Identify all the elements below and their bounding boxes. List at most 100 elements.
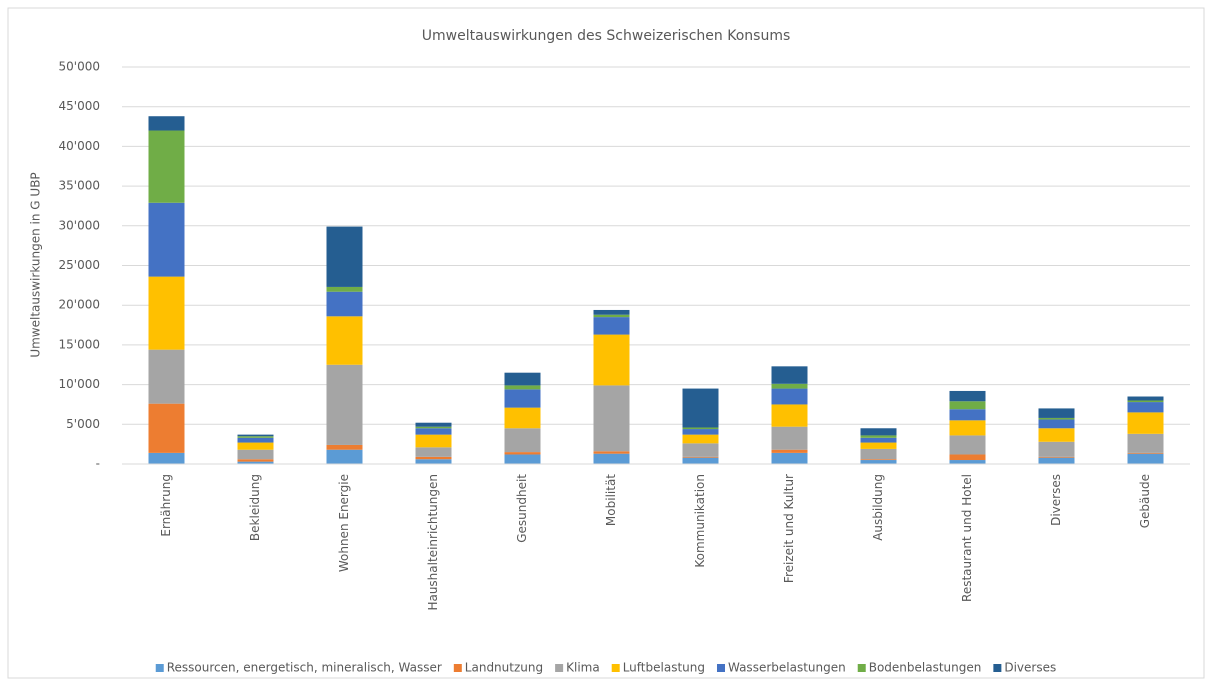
bar-segment	[1038, 408, 1075, 418]
bar-segment	[415, 447, 452, 457]
bar-segment	[326, 291, 363, 317]
legend-swatch	[716, 664, 725, 672]
bar-segment	[949, 409, 986, 421]
y-tick-label: 40'000	[59, 139, 100, 153]
bar-segment	[682, 388, 719, 428]
bar-segment	[415, 422, 452, 427]
bar-segment	[771, 449, 808, 453]
legend-swatch	[453, 664, 462, 672]
legend-label: Wasserbelastungen	[728, 661, 846, 675]
x-tick-label: Gebäude	[1138, 474, 1152, 528]
bar-segment	[949, 390, 986, 402]
chart-title: Umweltauswirkungen des Schweizerischen K…	[422, 28, 791, 44]
bar-segment	[237, 459, 274, 462]
bar-segment	[1127, 396, 1164, 401]
bar-segment	[326, 286, 363, 292]
x-tick-label: Haushalteinrichtungen	[426, 474, 440, 611]
bar-segment	[682, 434, 719, 444]
bar-segment	[415, 434, 452, 448]
bar-segment	[148, 276, 185, 350]
legend-swatch	[155, 664, 164, 672]
bar-segment	[148, 349, 185, 404]
y-tick-label: 10'000	[59, 377, 100, 391]
bar-segment	[326, 444, 363, 450]
bar-segment	[504, 407, 541, 429]
bar-segment	[237, 437, 274, 443]
bar-segment	[949, 454, 986, 461]
x-tick-label: Ernährung	[159, 474, 173, 537]
bar-segment	[1127, 400, 1164, 403]
bar-segment	[1038, 456, 1075, 458]
x-tick-label: Wohnen Energie	[337, 474, 351, 572]
x-tick-label: Freizeit und Kultur	[782, 474, 796, 583]
bar-segment	[949, 401, 986, 410]
bar-segment	[148, 130, 185, 203]
bar-segment	[237, 461, 274, 464]
bar-segment	[1127, 433, 1164, 453]
bar-segment	[682, 456, 719, 458]
legend-label: Diverses	[1004, 661, 1056, 675]
bar-segment	[1038, 457, 1075, 464]
y-tick-label: -	[96, 457, 100, 471]
bar-segment	[682, 429, 719, 435]
bar-segment	[593, 314, 630, 318]
bar-segment	[860, 428, 897, 436]
y-tick-label: 20'000	[59, 298, 100, 312]
x-tick-label: Gesundheit	[515, 474, 529, 543]
bar-segment	[237, 442, 274, 450]
bar-segment	[504, 385, 541, 390]
bar-segment	[593, 334, 630, 386]
bar-segment	[1038, 428, 1075, 442]
bar-segment	[1038, 419, 1075, 429]
bar-segment	[860, 435, 897, 438]
bar-segment	[949, 460, 986, 464]
bar-segment	[237, 449, 274, 460]
y-tick-label: 45'000	[59, 99, 100, 113]
legend-swatch	[993, 664, 1002, 672]
bar-segment	[771, 452, 808, 464]
bar-segment	[415, 426, 452, 429]
x-tick-label: Ausbildung	[871, 474, 885, 541]
bar-segment	[1038, 417, 1075, 420]
x-tick-label: Restaurant und Hotel	[960, 474, 974, 602]
y-tick-label: 50'000	[59, 60, 100, 74]
bar-segment	[949, 435, 986, 455]
bar-segment	[771, 388, 808, 405]
bar-segment	[148, 116, 185, 131]
x-tick-label: Mobilität	[604, 474, 618, 526]
bar-segment	[593, 317, 630, 335]
bar-segment	[148, 452, 185, 464]
bar-segment	[771, 426, 808, 450]
bar-segment	[326, 449, 363, 464]
bar-segment	[682, 443, 719, 457]
bar-segment	[860, 437, 897, 443]
bar-segment	[415, 428, 452, 435]
legend-label: Luftbelastung	[623, 661, 705, 675]
bar-segment	[504, 452, 541, 455]
bar-segment	[860, 460, 897, 464]
bar-segment	[504, 389, 541, 408]
bar-segment	[593, 309, 630, 315]
y-axis-title: Umweltauswirkungen in G UBP	[29, 172, 43, 357]
bar-segment	[237, 436, 274, 438]
x-tick-label: Bekleidung	[248, 474, 262, 541]
bar-segment	[682, 427, 719, 430]
bar-segment	[1038, 441, 1075, 457]
bar-segment	[504, 428, 541, 453]
bar-segment	[771, 383, 808, 389]
bar-segment	[504, 372, 541, 386]
bar-segment	[593, 453, 630, 464]
bar-segment	[326, 316, 363, 365]
bar-segment	[949, 420, 986, 436]
bar-segment	[771, 366, 808, 384]
y-tick-label: 35'000	[59, 179, 100, 193]
bar-segment	[504, 454, 541, 464]
bar-segment	[326, 364, 363, 445]
x-tick-label: Kommunikation	[693, 474, 707, 568]
bar-segment	[415, 459, 452, 464]
bar-segment	[1127, 402, 1164, 413]
bar-segment	[148, 403, 185, 453]
legend-swatch	[555, 664, 564, 672]
bar-segment	[860, 448, 897, 460]
